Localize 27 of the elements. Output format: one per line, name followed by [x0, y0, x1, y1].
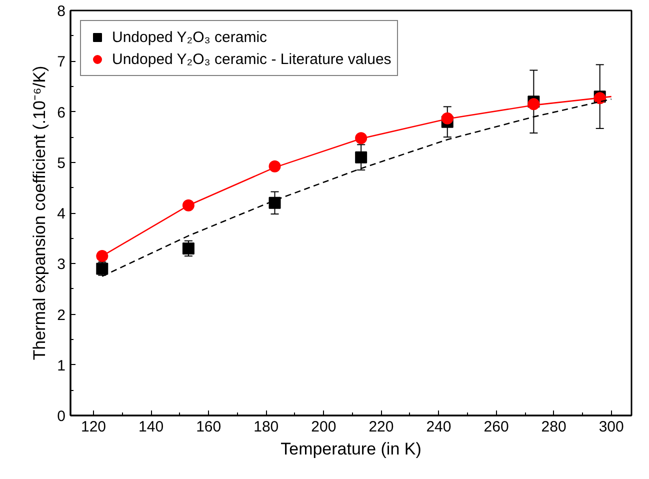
- point: [182, 242, 194, 254]
- legend-label: Undoped Y₂O₃ ceramic: [112, 28, 268, 46]
- point: [355, 151, 368, 164]
- x-tick-label: 140: [138, 418, 164, 436]
- y-tick-label: 5: [57, 154, 66, 172]
- y-tick-label: 4: [57, 206, 66, 222]
- x-tick-label: 120: [81, 418, 106, 436]
- x-tick-label: 280: [541, 418, 566, 436]
- point: [268, 196, 281, 209]
- legend-label: Undoped Y₂O₃ ceramic - Literature values: [112, 50, 392, 68]
- y-axis-title: Thermal expansion coefficient (.10⁻⁶/K): [30, 66, 50, 360]
- x-tick-label: 260: [484, 418, 509, 436]
- x-tick-label: 240: [426, 418, 452, 436]
- y-tick-label: 8: [57, 3, 66, 20]
- y-tick-label: 2: [57, 306, 66, 324]
- y-tick-label: 1: [57, 357, 66, 374]
- x-tick-label: 300: [598, 418, 624, 436]
- x-axis-title: Temperature (in K): [280, 440, 422, 458]
- y-tick-label: 0: [57, 408, 66, 425]
- point: [96, 250, 108, 262]
- y-tick-label: 7: [57, 54, 66, 71]
- x-tick-label: 160: [196, 418, 222, 436]
- x-tick-label: 180: [254, 418, 279, 436]
- y-tick-label: 3: [57, 256, 66, 274]
- x-tick-label: 200: [311, 418, 336, 436]
- y-tick-label: 6: [57, 104, 66, 122]
- x-tick-label: 220: [368, 418, 394, 436]
